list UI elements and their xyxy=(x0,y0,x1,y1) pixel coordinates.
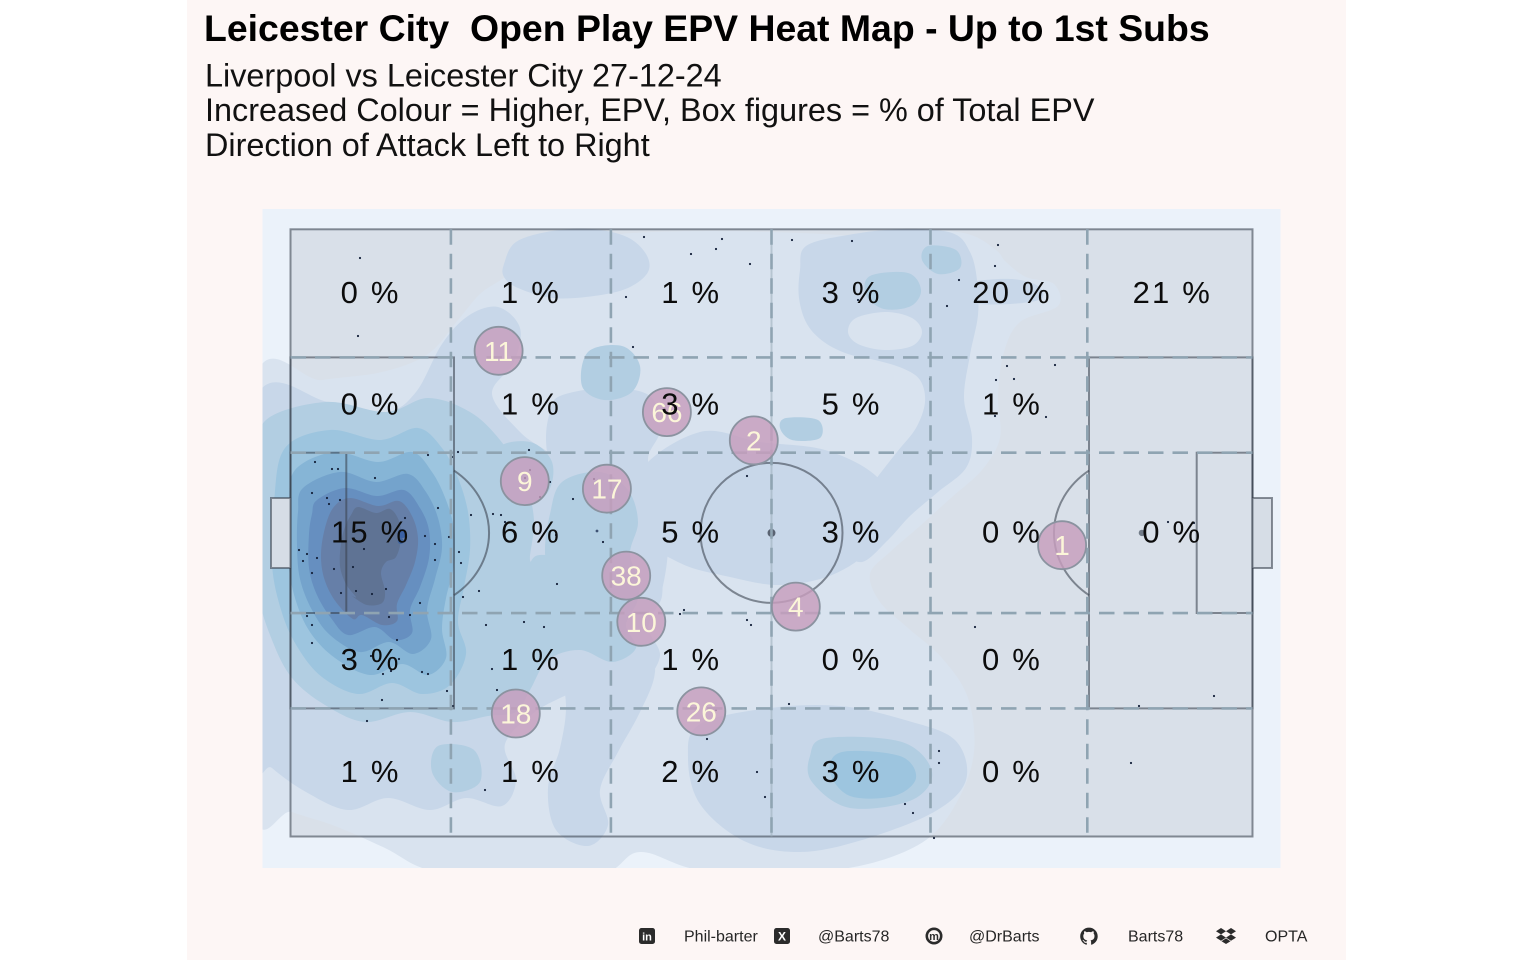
svg-text:1 %: 1 % xyxy=(661,642,721,677)
svg-text:0 %: 0 % xyxy=(1142,514,1202,549)
svg-text:@Barts78: @Barts78 xyxy=(818,929,889,946)
svg-text:17: 17 xyxy=(591,474,622,505)
svg-text:1 %: 1 % xyxy=(501,275,561,310)
svg-text:5 %: 5 % xyxy=(661,514,721,549)
svg-text:OPTA: OPTA xyxy=(1265,929,1308,946)
svg-text:21 %: 21 % xyxy=(1133,275,1212,310)
svg-text:2 %: 2 % xyxy=(661,754,721,789)
svg-text:2: 2 xyxy=(746,425,762,456)
svg-text:3 %: 3 % xyxy=(822,514,882,549)
svg-text:6 %: 6 % xyxy=(501,514,561,549)
svg-text:18: 18 xyxy=(500,699,531,730)
svg-text:5 %: 5 % xyxy=(822,387,882,422)
svg-text:0 %: 0 % xyxy=(982,514,1042,549)
svg-text:0 %: 0 % xyxy=(982,754,1042,789)
svg-text:1 %: 1 % xyxy=(501,754,561,789)
svg-text:1 %: 1 % xyxy=(982,387,1042,422)
svg-text:Direction of Attack Left to Ri: Direction of Attack Left to Right xyxy=(205,127,650,163)
svg-text:Leicester City Open Play EPV: Leicester City Open Play EPV Heat Map - … xyxy=(204,7,1210,49)
svg-text:X: X xyxy=(778,930,786,944)
svg-text:1 %: 1 % xyxy=(501,387,561,422)
svg-text:Increased Colour = Higher, EPV: Increased Colour = Higher, EPV, Box figu… xyxy=(205,92,1095,128)
svg-text:26: 26 xyxy=(686,696,717,727)
svg-text:1 %: 1 % xyxy=(661,275,721,310)
svg-text:Phil-barter: Phil-barter xyxy=(684,929,758,946)
svg-text:1 %: 1 % xyxy=(341,754,401,789)
svg-text:66: 66 xyxy=(651,397,682,428)
svg-text:38: 38 xyxy=(611,561,642,592)
svg-text:Liverpool vs Leicester City 27: Liverpool vs Leicester City 27-12-24 xyxy=(205,58,722,94)
svg-text:1: 1 xyxy=(1054,530,1070,561)
svg-text:4: 4 xyxy=(788,592,804,623)
svg-text:3 %: 3 % xyxy=(661,387,721,422)
svg-text:0 %: 0 % xyxy=(982,642,1042,677)
svg-text:@DrBarts: @DrBarts xyxy=(969,929,1039,946)
svg-text:3 %: 3 % xyxy=(822,275,882,310)
svg-text:m: m xyxy=(929,931,939,943)
svg-text:1 %: 1 % xyxy=(501,642,561,677)
svg-text:10: 10 xyxy=(626,607,657,638)
svg-text:3 %: 3 % xyxy=(341,642,401,677)
svg-text:0 %: 0 % xyxy=(341,387,401,422)
svg-text:9: 9 xyxy=(517,466,533,497)
svg-text:11: 11 xyxy=(484,336,513,367)
svg-text:Barts78: Barts78 xyxy=(1128,929,1183,946)
svg-text:0 %: 0 % xyxy=(822,642,882,677)
svg-text:20 %: 20 % xyxy=(972,275,1051,310)
svg-text:3 %: 3 % xyxy=(822,754,882,789)
svg-text:in: in xyxy=(642,932,652,944)
svg-text:15 %: 15 % xyxy=(331,514,410,549)
svg-text:0 %: 0 % xyxy=(341,275,401,310)
